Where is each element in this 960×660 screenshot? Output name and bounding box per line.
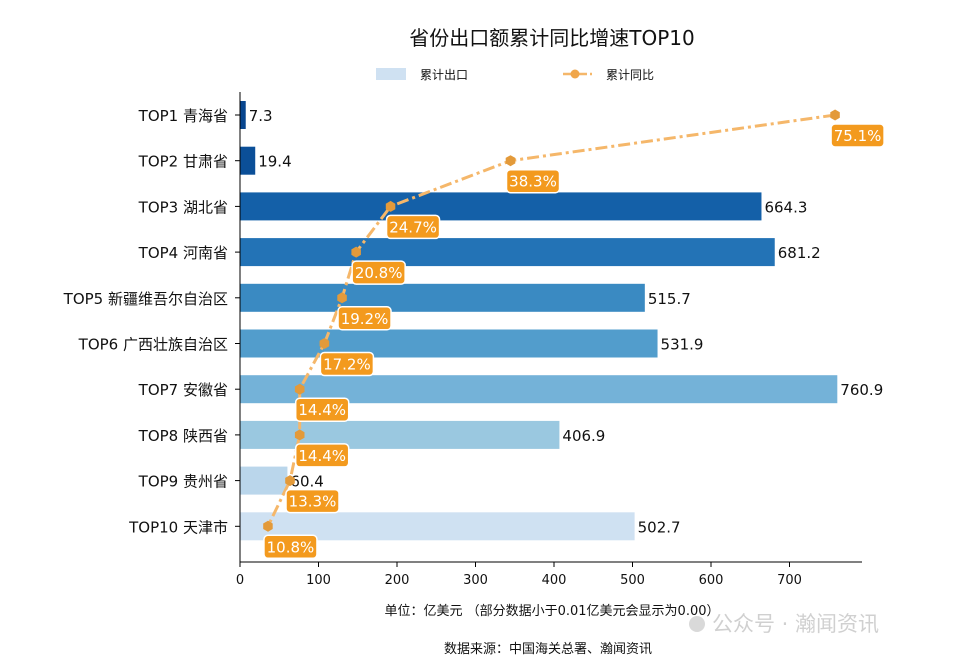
category-label: TOP6 广西壮族自治区 — [78, 336, 228, 354]
bar-value-label: 60.4 — [290, 473, 323, 491]
line-point — [294, 383, 305, 395]
line-value-label: 38.3% — [509, 173, 557, 191]
line-point — [337, 292, 347, 304]
line-point — [505, 155, 516, 167]
x-tick-label: 500 — [620, 573, 645, 588]
watermark-text: 公众号 · 瀚闻资讯 — [712, 612, 879, 636]
bar — [240, 192, 762, 221]
line-label-box — [285, 488, 340, 514]
category-label: TOP4 河南省 — [138, 244, 228, 262]
bar — [240, 238, 775, 267]
line-value-label: 19.2% — [341, 310, 389, 328]
bar — [240, 420, 560, 449]
watermark: 公众号 · 瀚闻资讯 — [689, 612, 879, 636]
line-series — [266, 113, 836, 527]
line-value-label: 24.7% — [389, 218, 437, 236]
bar-value-label: 19.4 — [258, 153, 291, 171]
x-tick-label: 600 — [699, 573, 724, 588]
category-label: TOP3 湖北省 — [138, 198, 228, 216]
line-value-label: 14.4% — [298, 401, 346, 419]
bar-value-label: 502.7 — [638, 518, 681, 536]
bar-value-label: 406.9 — [562, 427, 605, 445]
chart-title: 省份出口额累计同比增速TOP10 — [409, 26, 694, 50]
bar-value-label: 681.2 — [778, 244, 821, 262]
line-label-box — [830, 123, 885, 148]
category-label: TOP10 天津市 — [128, 518, 228, 536]
source-note: 数据来源：中国海关总署、瀚闻资讯 — [444, 642, 652, 657]
category-label: TOP8 陕西省 — [138, 427, 228, 445]
bar — [240, 146, 256, 175]
line-value-label: 75.1% — [834, 127, 882, 145]
category-label: TOP1 青海省 — [138, 107, 228, 125]
category-label: TOP5 新疆维吾尔自治区 — [63, 290, 228, 308]
line-value-label: 10.8% — [267, 538, 315, 556]
line-label-box — [385, 214, 441, 240]
x-tick-label: 0 — [236, 573, 244, 588]
category-label: TOP2 甘肃省 — [138, 153, 228, 171]
bar-value-label: 515.7 — [648, 290, 691, 308]
line-value-label: 13.3% — [289, 493, 337, 511]
category-label: TOP7 安徽省 — [138, 381, 228, 399]
line-label-box — [294, 443, 350, 468]
legend: 累计出口 累计同比 — [376, 68, 654, 82]
line-label-box — [319, 351, 375, 377]
line-value-label: 14.4% — [298, 447, 346, 465]
x-tick-label: 100 — [306, 573, 331, 588]
line-point — [351, 246, 361, 258]
wechat-icon — [689, 616, 705, 632]
bar-value-label: 531.9 — [661, 336, 704, 354]
line-value-label: 17.2% — [323, 356, 371, 374]
line-point — [285, 475, 295, 487]
x-axis-label: 单位：亿美元 （部分数据小于0.01亿美元会显示为0.00） — [384, 604, 719, 619]
bar-value-label: 760.9 — [840, 381, 883, 399]
line-label-box — [337, 306, 392, 331]
legend-label-line: 累计同比 — [606, 68, 654, 82]
line-point — [385, 200, 396, 212]
line-label-box — [505, 168, 561, 194]
line-point — [319, 338, 330, 349]
legend-label-bar: 累计出口 — [420, 68, 468, 82]
bar — [240, 101, 246, 129]
line-label-box — [294, 397, 350, 422]
line-label-box — [351, 260, 406, 285]
line-point — [294, 429, 305, 441]
legend-swatch-bar — [376, 68, 406, 80]
x-tick-label: 700 — [777, 573, 802, 588]
bar — [240, 283, 645, 312]
bar-value-label: 664.3 — [764, 198, 807, 216]
x-tick-label: 300 — [463, 573, 488, 588]
x-tick-label: 400 — [542, 573, 567, 588]
line-point — [830, 109, 840, 121]
bar — [240, 329, 658, 358]
line-label-box — [263, 534, 318, 560]
x-tick-label: 200 — [385, 573, 410, 588]
category-label: TOP9 贵州省 — [138, 473, 228, 491]
line-value-label: 20.8% — [355, 264, 403, 282]
bar-value-label: 7.3 — [249, 107, 273, 125]
bar — [240, 466, 288, 495]
line-point — [263, 520, 273, 532]
legend-marker — [570, 69, 580, 79]
